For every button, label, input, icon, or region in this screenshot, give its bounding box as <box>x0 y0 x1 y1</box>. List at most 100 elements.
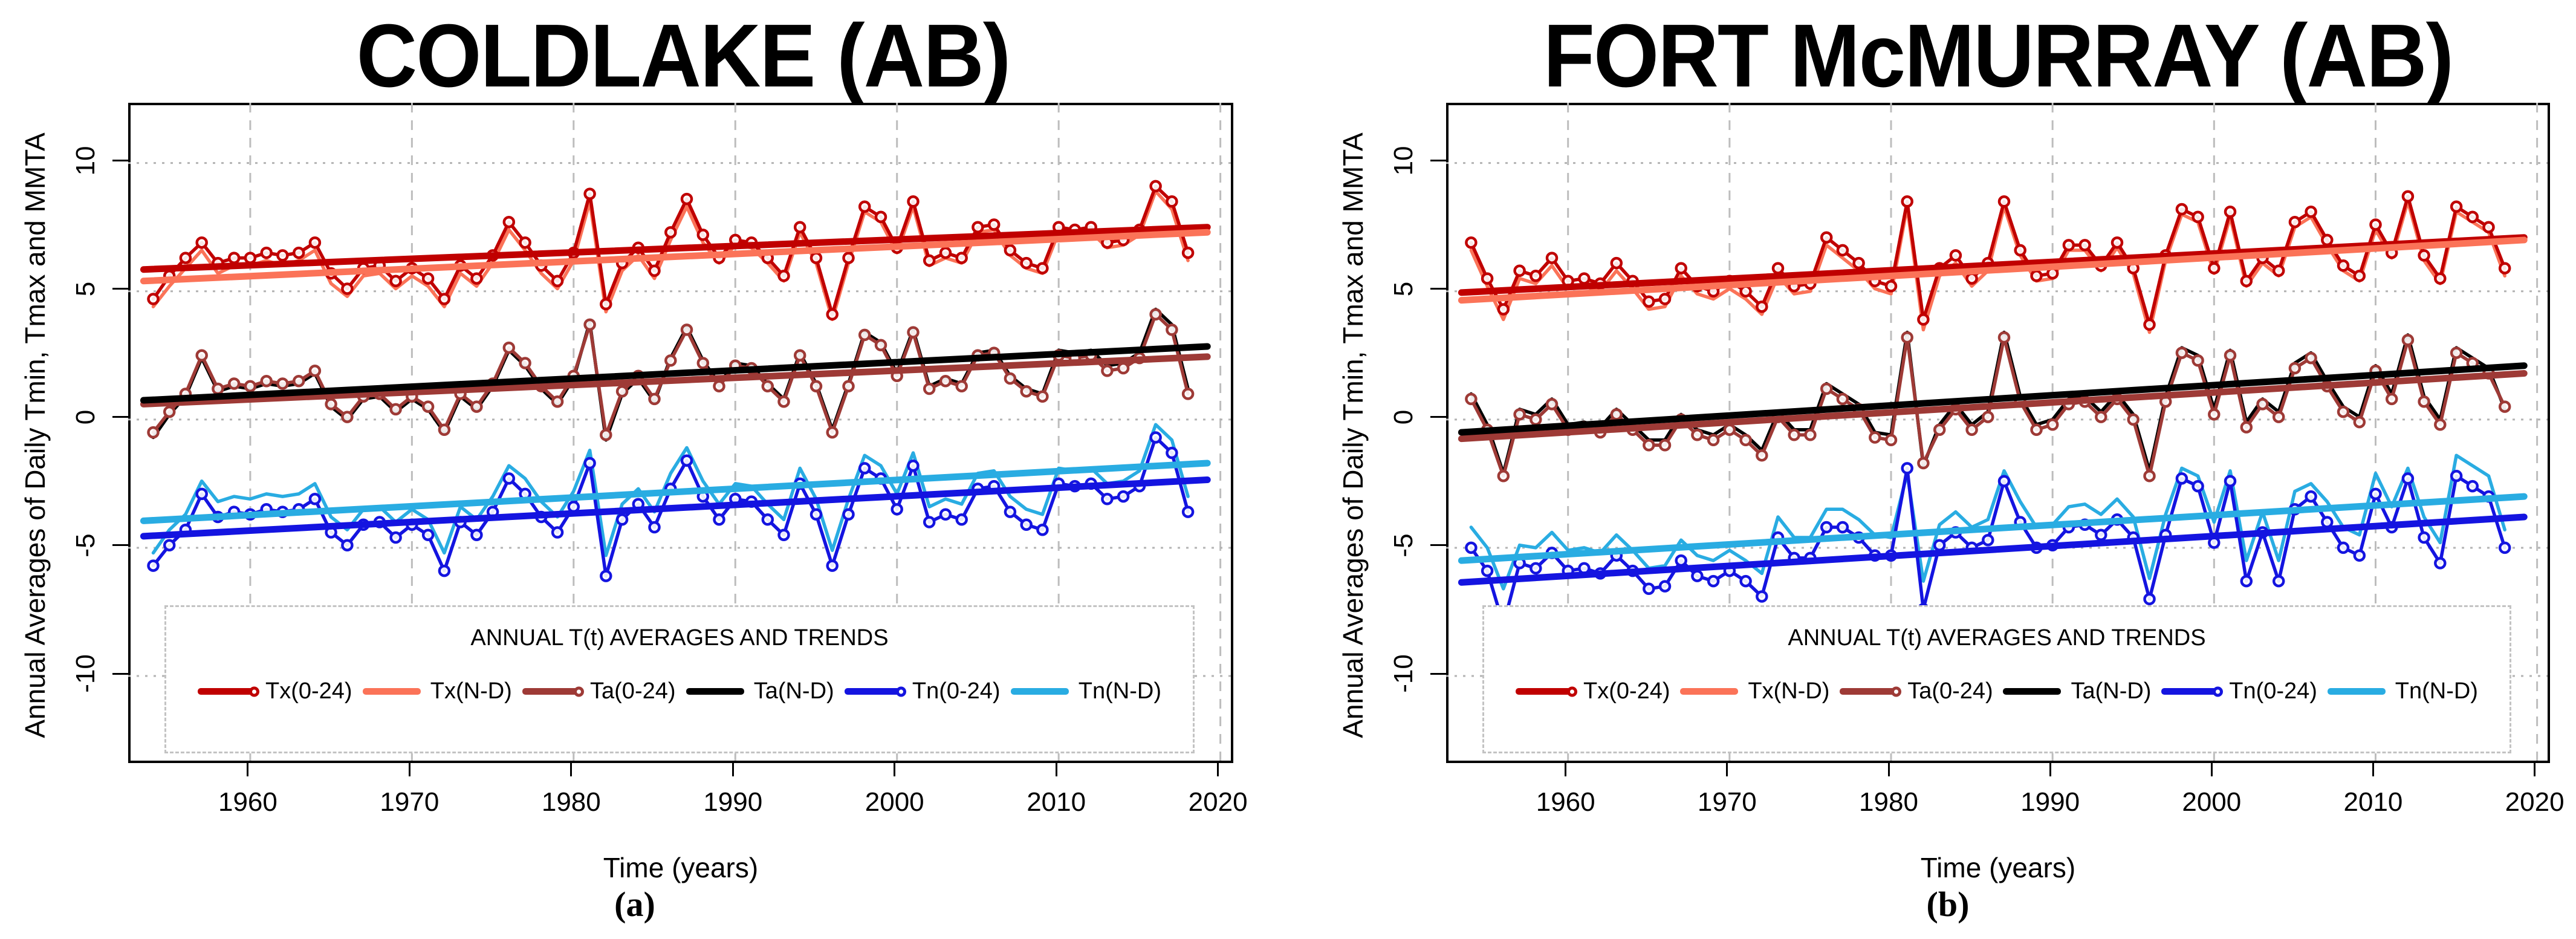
series-marker <box>1997 331 2011 344</box>
series-marker <box>147 426 160 439</box>
trend-line-Ta(N-D) <box>140 343 1211 404</box>
series-marker <box>1739 434 1752 447</box>
series-marker <box>2401 190 2415 203</box>
series-marker <box>2208 408 2221 421</box>
panel-b-x-axis-label: Time (years) <box>1920 852 2076 883</box>
legend-point-marker <box>574 686 585 697</box>
y-tick-label: -5 <box>71 533 100 557</box>
series-marker <box>2062 239 2075 252</box>
y-tick-label: -10 <box>71 654 100 693</box>
series-marker <box>2369 218 2382 231</box>
series-marker <box>147 559 160 572</box>
series-marker <box>1117 490 1130 503</box>
series-marker <box>826 426 839 439</box>
series-marker <box>2192 210 2204 224</box>
series-marker <box>648 392 661 406</box>
series-marker <box>2401 472 2415 485</box>
legend-item-Ta(N-D): Ta(N-D) <box>2003 678 2151 704</box>
series-marker <box>2240 574 2253 588</box>
series-marker <box>1982 411 1994 423</box>
series-marker <box>1739 574 1752 588</box>
series-marker <box>2482 221 2495 233</box>
series-marker <box>2272 411 2285 423</box>
series-marker <box>1578 272 1591 285</box>
series-marker <box>2095 411 2107 423</box>
series-marker <box>1149 180 1162 193</box>
series-marker <box>793 221 806 233</box>
legend-point-marker <box>2213 686 2224 697</box>
panel-a-title: COLDLAKE (AB) <box>356 6 1011 106</box>
legend-item-label: Tx(0-24) <box>1583 678 1670 704</box>
series-marker <box>2353 549 2366 562</box>
legend-item-label: Tn(0-24) <box>2229 678 2317 704</box>
series-marker <box>1997 195 2011 208</box>
series-marker <box>389 403 402 416</box>
series-marker <box>308 236 322 249</box>
series-marker <box>809 252 823 264</box>
series-marker <box>1643 439 1655 452</box>
series-marker <box>615 513 629 526</box>
legend-items-row: Tx(0-24) Tx(N-D) Ta(0-24) Ta(N-D) Tn(0-24) Tn… <box>1484 678 2509 704</box>
legend-line-swatch <box>2327 688 2386 695</box>
series-marker <box>2272 574 2285 588</box>
series-marker <box>1545 398 1559 411</box>
series-marker <box>648 521 661 534</box>
legend-box: ANNUAL T(t) AVERAGES AND TRENDS Tx(0-24) T… <box>164 605 1195 753</box>
x-tick-label: 2010 <box>1027 787 1086 817</box>
series-marker <box>2466 479 2479 493</box>
series-marker <box>276 249 289 262</box>
series-marker <box>1675 262 1687 275</box>
series-marker <box>1481 564 1494 577</box>
series-marker <box>1643 582 1655 596</box>
series-marker <box>1804 429 1817 441</box>
series-marker <box>842 508 855 521</box>
trend-line-Tx(N-D) <box>140 229 1211 285</box>
series-marker <box>227 377 241 390</box>
series-marker <box>438 564 451 577</box>
series-marker <box>244 252 257 264</box>
x-tick-label: 2010 <box>2343 787 2403 817</box>
legend-point-marker <box>249 686 259 697</box>
x-tick <box>408 761 410 776</box>
legend-item-Ta(0-24): Ta(0-24) <box>522 678 676 704</box>
series-marker <box>2450 200 2463 213</box>
series-marker <box>1101 365 1114 377</box>
series-marker <box>1917 457 1930 470</box>
series-marker <box>1004 244 1017 257</box>
series-marker <box>2046 418 2059 431</box>
series-marker <box>664 354 677 367</box>
series-marker <box>2450 469 2463 482</box>
series-marker <box>1820 231 1833 244</box>
series-marker <box>308 365 322 377</box>
series-marker <box>2337 541 2350 554</box>
series-marker <box>858 462 871 475</box>
series-marker <box>2305 351 2317 365</box>
series-marker <box>2305 490 2317 503</box>
panel-b-caption: (b) <box>1926 885 1970 924</box>
series-marker <box>826 559 839 572</box>
x-tick <box>247 761 249 776</box>
series-marker <box>308 493 322 505</box>
series-marker <box>2175 203 2188 216</box>
series-marker <box>2078 239 2091 252</box>
series-marker <box>1004 505 1017 518</box>
series-marker <box>1756 300 1768 313</box>
series-marker <box>1723 423 1736 437</box>
series-marker <box>2143 318 2156 331</box>
series-marker <box>519 357 531 369</box>
x-tick <box>2049 761 2051 776</box>
panel-b-y-axis-label: Annual Averages of Daily Tmin, Tmax and … <box>1337 132 1369 738</box>
legend-box: ANNUAL T(t) AVERAGES AND TRENDS Tx(0-24) T… <box>1482 605 2511 753</box>
series-marker <box>1707 574 1720 588</box>
legend-item-Tn(N-D): Tn(N-D) <box>2327 678 2478 704</box>
legend-point-marker <box>1891 686 1902 697</box>
y-tick-label: 0 <box>71 409 100 425</box>
series-marker <box>519 236 531 249</box>
series-marker <box>761 513 774 526</box>
legend-line-swatch <box>1516 686 1577 697</box>
legend-line-swatch <box>844 686 906 697</box>
panel-b-title: FORT McMURRAY (AB) <box>1543 6 2454 106</box>
series-marker <box>341 282 354 295</box>
series-marker <box>1949 249 1962 262</box>
series-marker <box>1675 554 1687 567</box>
